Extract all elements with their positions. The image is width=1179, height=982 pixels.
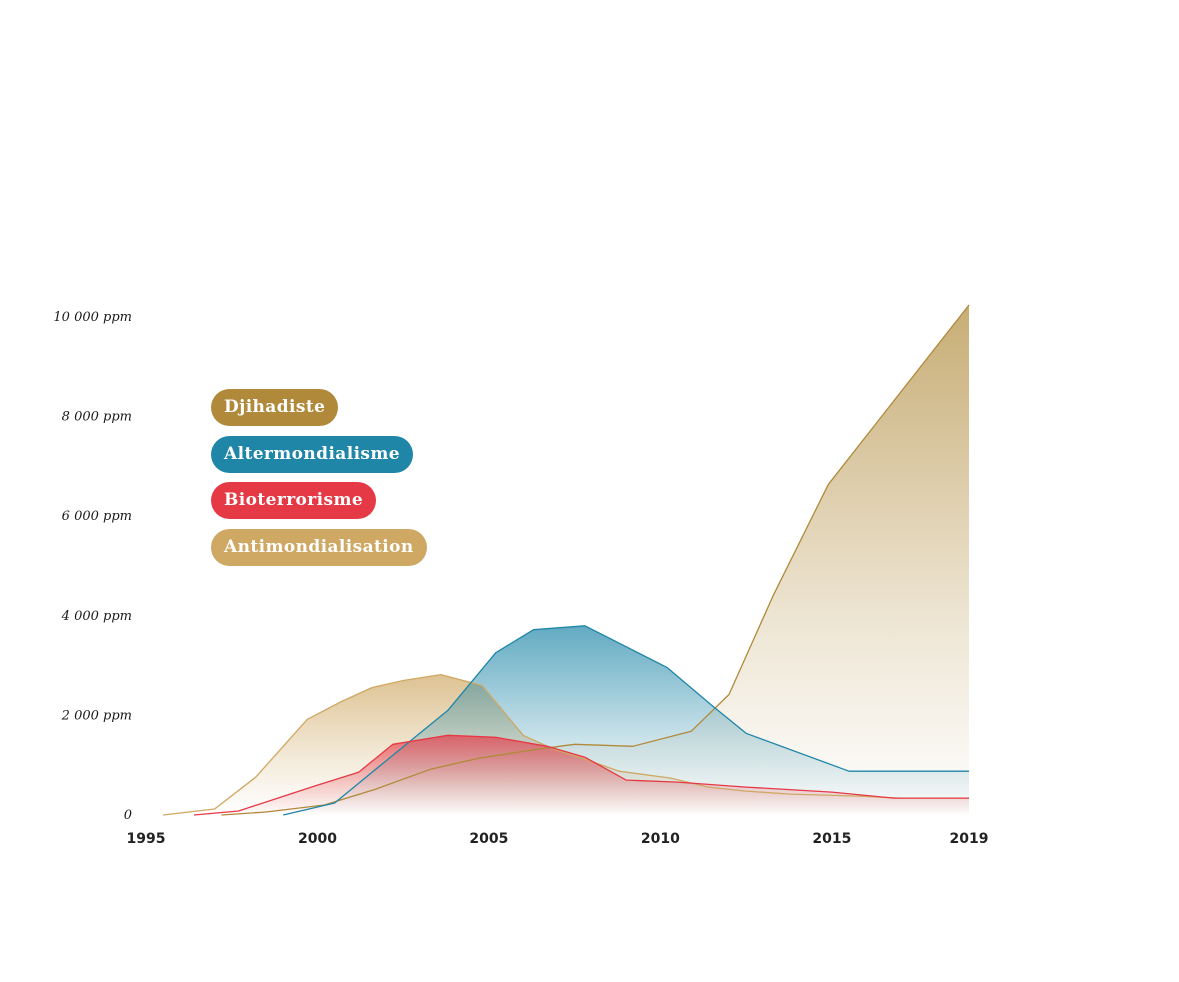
line-bioterrorisme [193,734,969,816]
legend-item: Antimondialisation [211,528,471,576]
series-areas [163,305,970,815]
legend: Djihadiste Altermondialisme Bioterrorism… [211,389,471,575]
x-tick-label: 2000 [298,831,337,847]
legend-pill-antimondialisation: Antimondialisation [211,528,427,566]
x-tick-label: 2015 [812,831,851,847]
x-tick-label: 2010 [641,831,680,847]
x-tick-label: 2005 [469,831,508,847]
area-djihadiste [221,305,969,815]
legend-item: Djihadiste [211,389,471,436]
x-tick-label: 2019 [950,831,989,847]
legend-pill-djihadiste: Djihadiste [211,389,339,426]
line-altermondialisme [283,625,969,816]
legend-item: Bioterrorisme [211,482,471,529]
y-tick-label: 6 000 ppm [62,509,132,524]
legend-pill-bioterrorisme: Bioterrorisme [211,482,377,519]
y-tick-label: 4 000 ppm [61,609,132,624]
y-tick-label: 0 [124,808,132,823]
x-axis-ticks: 1995 2000 2005 2010 2015 2019 [127,831,989,847]
line-antimondialisation [163,673,969,816]
y-axis-ticks: 0 2 000 ppm 4 000 ppm 6 000 ppm 8 000 ppm 10 … [53,310,132,823]
x-tick-label: 1995 [127,831,166,847]
y-tick-label: 8 000 ppm [62,410,132,425]
y-tick-label: 10 000 ppm [53,310,132,325]
legend-pill-altermondialisme: Altermondialisme [211,435,414,473]
y-tick-label: 2 000 ppm [61,708,132,723]
line-djihadiste [221,304,970,816]
legend-item: Altermondialisme [211,435,471,483]
series-lines [163,304,970,816]
area-bioterrorisme [194,735,969,815]
